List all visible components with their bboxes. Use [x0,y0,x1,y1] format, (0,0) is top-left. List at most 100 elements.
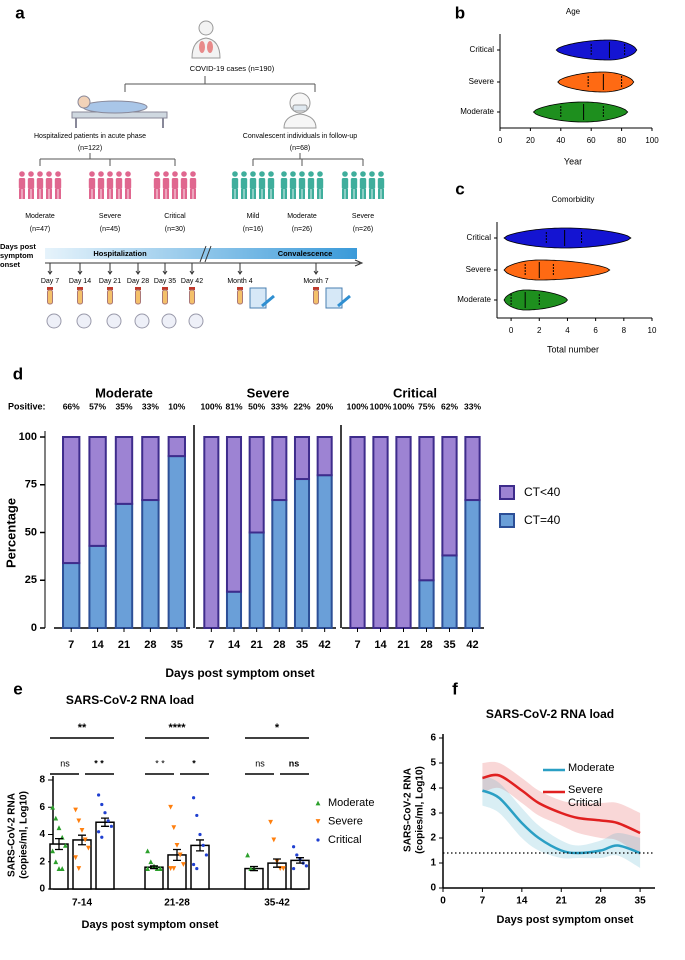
bar-segment [88,436,107,547]
y-tick-label: 2 [39,856,45,867]
person-leg [262,189,265,199]
person-body [280,178,288,189]
y-axis-label: SARS-CoV-2 RNA [403,768,414,852]
violin [557,71,635,93]
person-leg [175,189,178,199]
significance-label: * [275,722,280,734]
person-body [368,178,376,189]
bar-segment [464,499,481,629]
y-tick-label: 6 [39,802,45,813]
subgroup-n: (n=30) [165,226,185,233]
person-leg [163,189,166,199]
person-head [241,171,247,177]
x-tick-label: 21 [118,639,130,651]
error-bar [150,865,158,870]
x-axis-label: Total number [547,344,599,354]
x-tick-label: 7-14 [72,898,92,909]
y-tick-label: 6 [430,733,436,744]
error-bar [173,848,181,862]
value-label: 35% [115,401,132,411]
bar-segment [395,436,412,629]
data-point [304,864,308,868]
y-tick-label: 0 [39,884,45,895]
person-leg [232,189,235,199]
error-bar [250,865,258,872]
person-leg [235,189,238,199]
significance-label: ns [255,758,265,768]
timeline-arrow [77,263,83,275]
icon-tube [135,289,141,305]
significance-label: **** [168,722,186,734]
data-point [50,848,55,854]
person-head [37,171,43,177]
subgroup-n: (n=26) [292,226,312,233]
series-line [482,773,641,835]
bar-segment [293,436,311,481]
person-head [55,171,61,177]
y-tick-label: Critical [467,233,492,242]
bar-segment [141,436,160,502]
person-leg [345,189,348,199]
person-body [45,178,53,189]
bar-segment [225,436,243,593]
icon-tube [313,289,319,305]
significance-label: ns [289,758,300,768]
timeline-arrow [107,263,113,275]
person-leg [172,189,175,199]
icon-body [283,113,317,129]
x-tick-label: 21 [251,639,263,651]
subgroup-n: (n=47) [30,226,50,233]
person-body [249,178,257,189]
person-head [125,171,131,177]
data-point [204,853,208,857]
timeline-point: Day 35 [154,278,176,285]
person-body [18,178,26,189]
x-tick-label: 0 [509,326,514,335]
person-leg [107,189,110,199]
bar-segment [464,436,481,502]
group-label: Hospitalized patients in acute phase [34,133,146,140]
person-head [250,171,256,177]
data-point [158,866,163,871]
legend-label-text: Severe Critical [568,784,603,809]
violin [555,39,638,61]
person-body [36,178,44,189]
bar-segment [293,478,311,629]
data-point [171,825,177,831]
y-tick-label: 100 [19,431,37,443]
person-leg [46,189,49,199]
icon-dish [188,313,204,329]
person-leg [190,189,193,199]
timeline-point: Day 21 [99,278,121,285]
icon-pen [261,294,275,308]
icon-head [77,95,91,109]
bar-segment [114,436,134,505]
data-point [292,845,296,849]
bar-segment [316,436,333,477]
x-tick-label: 80 [617,136,626,145]
person-body [298,178,306,189]
x-tick-label: 4 [565,326,570,335]
x-tick-label: 42 [466,639,478,651]
x-tick-label: 35 [443,639,455,651]
data-point [168,804,173,810]
legend-label: Moderate [328,797,374,809]
chart-title: SARS-CoV-2 RNA load [486,707,614,721]
subgroup-n: (n=45) [100,226,120,233]
person-leg [293,189,296,199]
person-leg [290,189,293,199]
x-tick-label: 14 [374,639,387,651]
panel-letter: a [15,3,25,22]
y-tick-label: 2 [430,833,436,844]
person-head [28,171,34,177]
icon-tube-cap [313,287,319,290]
data-point [100,802,104,807]
bar-segment [248,436,265,534]
icon-tube-cap [189,287,195,290]
person-leg [110,189,113,199]
data-point [63,843,68,848]
person-leg [116,189,119,199]
legend-label: Severe Critical [568,784,603,809]
significance-label: ** [78,722,87,734]
data-point [168,866,173,871]
